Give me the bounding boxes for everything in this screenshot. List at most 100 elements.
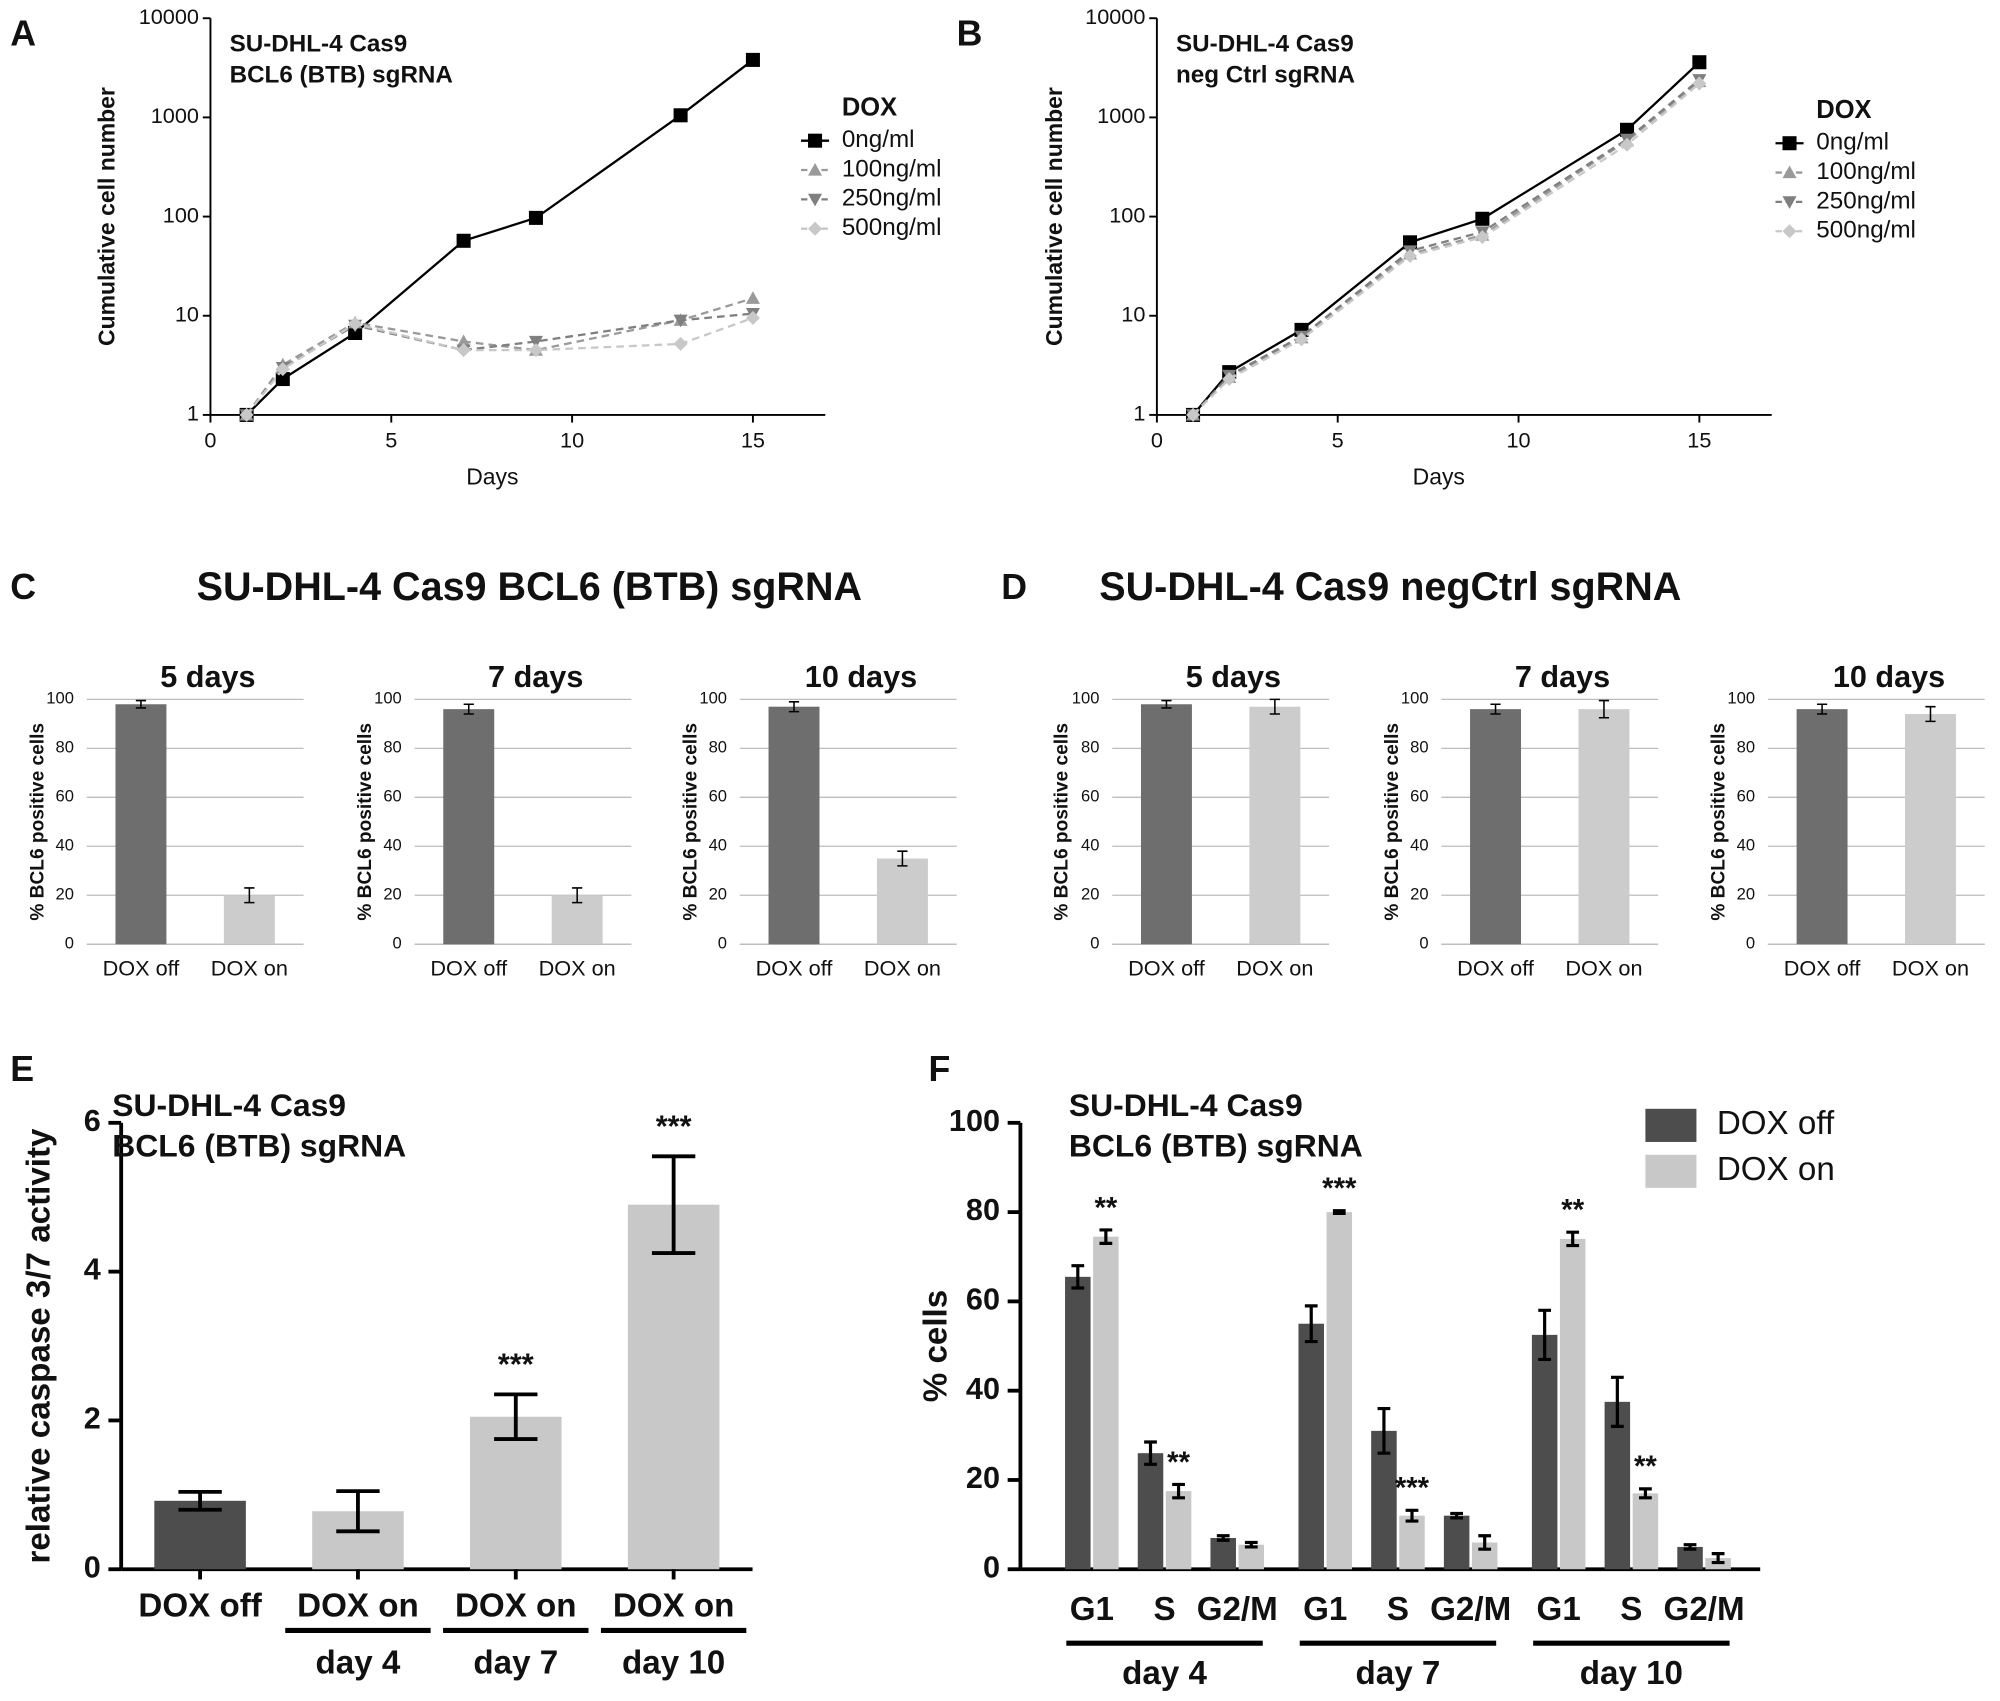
error-bar (463, 703, 474, 715)
chart-title: BCL6 (BTB) sgRNA (112, 1128, 406, 1164)
x-tick-label: DOX off (1457, 955, 1535, 980)
chart-title: 7 days (488, 660, 583, 694)
error-bar (1144, 1440, 1157, 1466)
error-bar (1269, 698, 1280, 715)
x-tick-label: G1 (1537, 1591, 1581, 1628)
y-tick-label: 20 (1737, 885, 1755, 904)
panel-heading: SU-DHL-4 Cas9 negCtrl sgRNA (1099, 565, 1681, 609)
y-tick-label: 6 (84, 1104, 101, 1138)
bar (1137, 1453, 1164, 1570)
x-tick-label: S (1620, 1591, 1642, 1628)
legend-marker (808, 221, 823, 236)
legend-label: DOX off (1717, 1105, 1835, 1142)
marker (745, 310, 760, 325)
bar (1140, 704, 1192, 945)
y-axis-label: % BCL6 positive cells (355, 723, 376, 921)
significance: ** (1167, 1446, 1190, 1479)
error-bar (135, 699, 147, 709)
y-tick-label: 0 (1419, 934, 1428, 953)
bar (1165, 1491, 1192, 1570)
y-tick-label: 40 (56, 836, 74, 855)
group-label: day 7 (1356, 1655, 1441, 1692)
x-tick-label: DOX on (1565, 955, 1642, 980)
series-line (245, 312, 754, 416)
chart-title: SU-DHL-4 Cas9 (1069, 1087, 1303, 1123)
chart-title: BCL6 (BTB) sgRNA (1069, 1128, 1363, 1164)
bar (768, 706, 820, 945)
legend-marker (1782, 224, 1797, 239)
bar (1578, 709, 1630, 945)
error-bar (336, 1489, 380, 1534)
x-tick-label: DOX on (613, 1587, 735, 1624)
y-tick-label: 60 (966, 1282, 1000, 1316)
bar (1065, 1276, 1091, 1570)
bar (1604, 1401, 1631, 1570)
marker (239, 407, 254, 422)
error-bar (1332, 1209, 1346, 1216)
y-tick-label: 1 (187, 401, 199, 426)
marker (1692, 55, 1707, 70)
x-tick-label: G2/M (1197, 1591, 1278, 1628)
error-bar (1478, 1534, 1492, 1551)
y-tick-label: 10000 (139, 4, 199, 29)
x-tick-label: 5 (1332, 427, 1344, 452)
y-axis-label: Cumulative cell number (93, 87, 119, 346)
group-label: day 4 (1122, 1655, 1207, 1692)
legend-label: 0ng/ml (842, 126, 915, 153)
x-tick-label: DOX off (1128, 955, 1206, 980)
y-tick-label: 80 (1737, 738, 1755, 757)
y-tick-label: 100 (1727, 689, 1755, 708)
panel-letter: F (929, 1049, 951, 1089)
error-bar (1244, 1540, 1258, 1549)
x-sublabel: day 10 (622, 1645, 725, 1682)
significance: ** (1561, 1194, 1584, 1227)
y-tick-label: 80 (709, 738, 727, 757)
legend-label: 250ng/ml (842, 185, 942, 212)
error-bar (1405, 1508, 1419, 1523)
significance: ** (1094, 1191, 1117, 1224)
y-tick-label: 40 (1081, 836, 1099, 855)
y-tick-label: 1000 (1097, 103, 1145, 128)
x-tick-label: G2/M (1664, 1591, 1745, 1628)
marker (528, 335, 543, 349)
marker (528, 343, 543, 358)
bar (223, 895, 275, 945)
x-tick-label: 10 (1506, 427, 1530, 452)
error-bar (1216, 1534, 1230, 1542)
y-tick-label: 0 (65, 934, 74, 953)
y-tick-label: 40 (383, 836, 401, 855)
y-tick-label: 0 (718, 934, 727, 953)
group-label: day 10 (1580, 1655, 1683, 1692)
y-tick-label: 60 (383, 787, 401, 806)
error-bar (1683, 1543, 1697, 1551)
y-tick-label: 10 (1121, 301, 1145, 326)
y-tick-label: 100 (1401, 689, 1429, 708)
y-tick-label: 80 (966, 1193, 1000, 1227)
series-line (1192, 61, 1701, 416)
x-tick-label: G1 (1303, 1591, 1347, 1628)
y-tick-label: 20 (56, 885, 74, 904)
y-tick-label: 60 (1737, 787, 1755, 806)
legend-label: 100ng/ml (842, 155, 942, 182)
error-bar (1450, 1511, 1464, 1520)
x-tick-label: 10 (560, 427, 584, 452)
significance: *** (1322, 1172, 1357, 1205)
y-tick-label: 1000 (151, 103, 199, 128)
legend-label: DOX on (1717, 1151, 1835, 1188)
bar (876, 858, 928, 945)
legend-title: DOX (842, 94, 897, 122)
legend-marker (808, 193, 823, 207)
marker (1294, 332, 1309, 347)
marker (1403, 249, 1418, 264)
y-tick-label: 0 (84, 1550, 101, 1584)
bar (1443, 1515, 1470, 1570)
marker (1475, 230, 1490, 245)
x-tick-label: DOX off (138, 1587, 262, 1624)
marker (745, 52, 760, 67)
x-tick-label: 5 (385, 427, 397, 452)
legend-marker (808, 163, 823, 176)
x-tick-label: DOX on (539, 955, 616, 980)
bar (443, 709, 495, 945)
legend-label: 100ng/ml (1816, 158, 1916, 185)
marker (673, 336, 688, 351)
